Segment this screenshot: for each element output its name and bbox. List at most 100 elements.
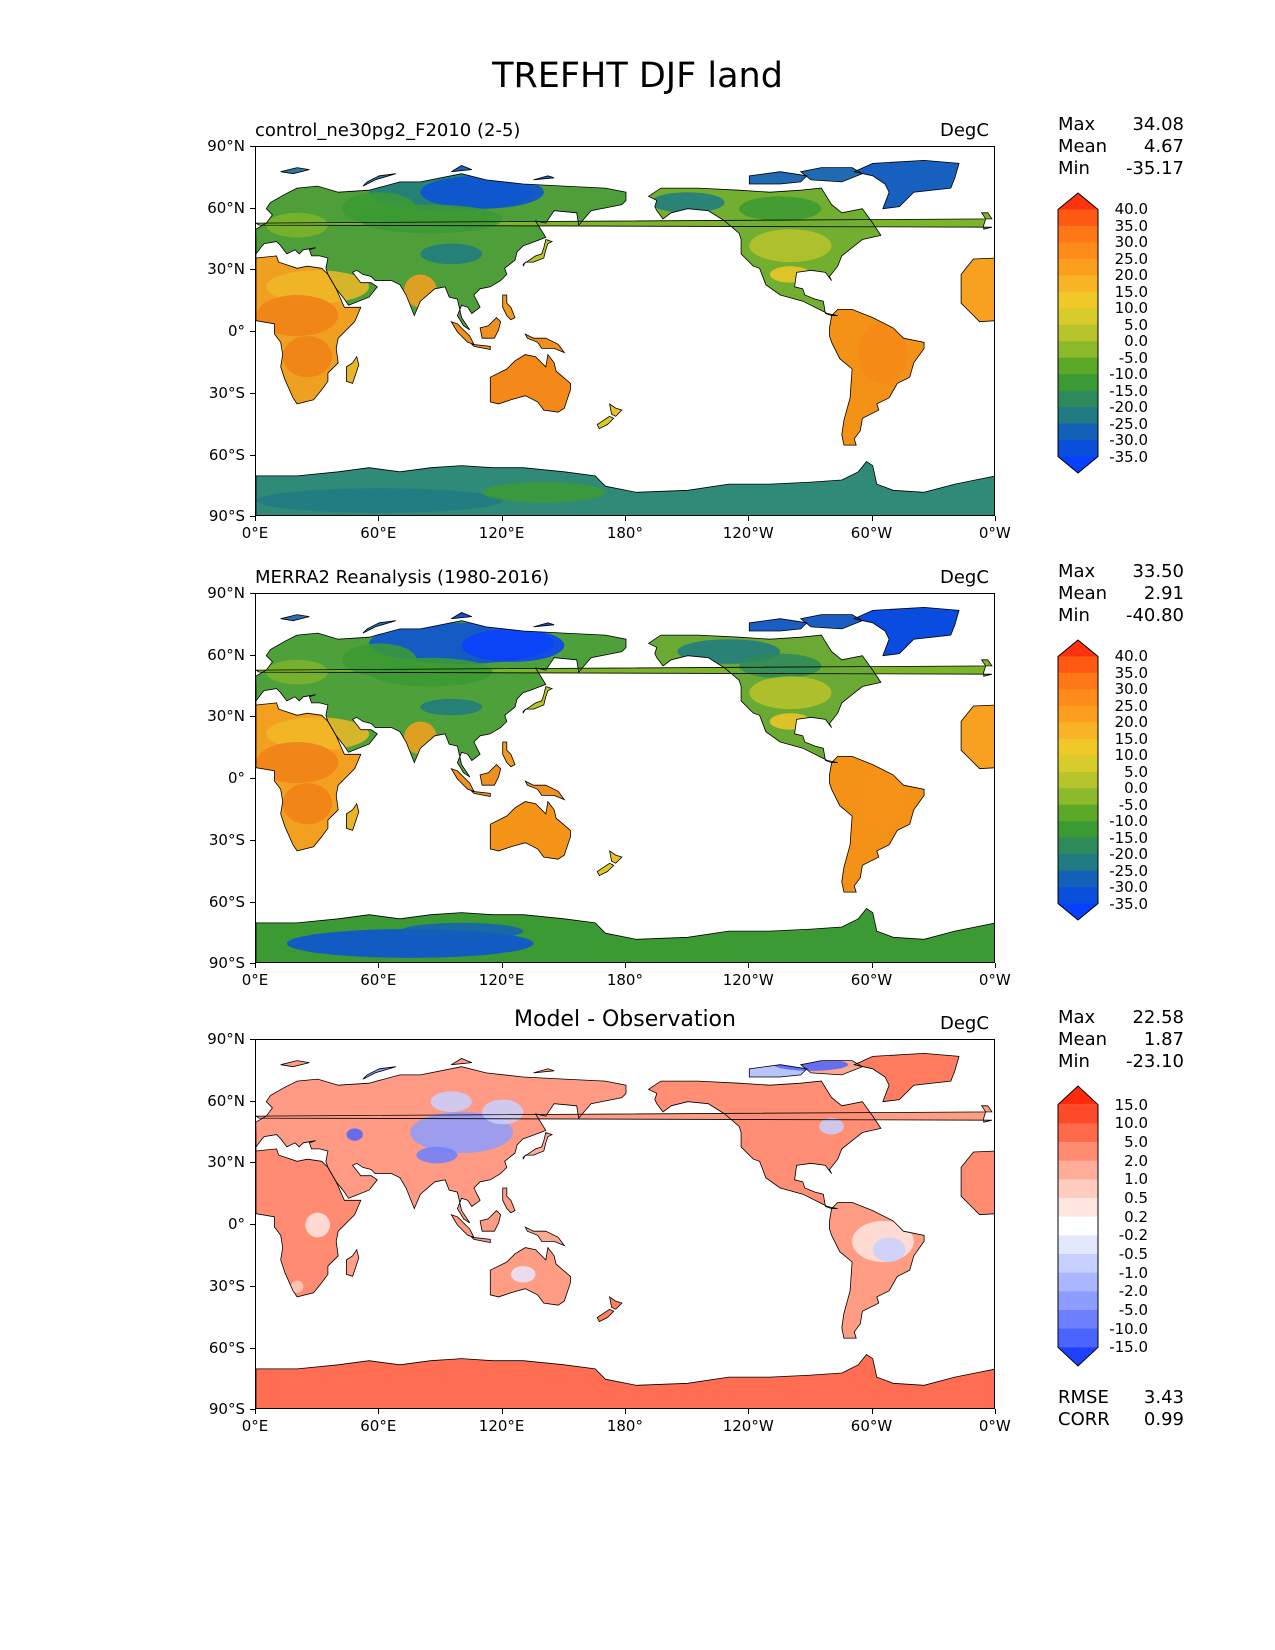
- coastline: [256, 907, 994, 962]
- lat-tick-label: 30°N: [207, 260, 245, 279]
- map-svg: [256, 159, 994, 515]
- lon-tick-mark: [378, 963, 380, 968]
- coastline: [470, 790, 491, 797]
- colorbar-segment: [1058, 1254, 1098, 1274]
- land-australia: [490, 801, 571, 860]
- field-patch: [749, 229, 832, 263]
- field-detail: [256, 622, 908, 958]
- colorbar-segment: [1058, 1216, 1098, 1236]
- land-borneo: [480, 1210, 501, 1232]
- colorbar-label: 15.0: [1114, 282, 1148, 301]
- field-patch: [482, 1099, 524, 1125]
- coastline: [470, 1236, 491, 1243]
- map-svg: [256, 606, 994, 962]
- field-patch: [379, 1377, 626, 1402]
- lat-tick-mark: [250, 1409, 255, 1411]
- lat-tick-label: 30°S: [208, 830, 245, 849]
- coastline: [799, 167, 864, 183]
- colorbar-segment: [1058, 407, 1098, 425]
- colorbar-label: 10.0: [1114, 1114, 1148, 1133]
- max-value: 34.08: [1132, 114, 1184, 135]
- lon-tick-mark: [624, 963, 626, 968]
- map-svg: [256, 1052, 994, 1408]
- colorbar-segment: [1058, 440, 1098, 458]
- coastline: [479, 764, 502, 786]
- rmse-label: RMSE: [1058, 1387, 1109, 1408]
- lon-tick-label: 120°W: [722, 971, 774, 989]
- colorbar-segment: [1058, 1272, 1098, 1292]
- land-sumatra: [451, 1214, 474, 1238]
- coastline: [596, 1308, 615, 1323]
- colorbar-label: -20.0: [1109, 845, 1148, 864]
- coastline: [280, 167, 310, 175]
- min-value: -35.17: [1125, 158, 1184, 179]
- lon-tick-label: 0°E: [241, 1417, 269, 1435]
- colorbar-segment: [1058, 821, 1098, 839]
- colorbar-segment: [1058, 1310, 1098, 1330]
- colorbar-label: 25.0: [1114, 696, 1148, 715]
- min-label: Min: [1058, 605, 1090, 626]
- coastline: [748, 1064, 808, 1078]
- field-patch: [346, 1128, 363, 1141]
- lat-tick-mark: [250, 1100, 255, 1102]
- field-patch: [282, 336, 333, 378]
- mean-label: Mean: [1058, 583, 1108, 604]
- colorbar-segment: [1058, 324, 1098, 342]
- colorbar-segment: [1058, 1086, 1098, 1105]
- lon-tick-label: 180°: [606, 524, 643, 542]
- lat-tick-mark: [250, 1285, 255, 1287]
- coastline: [748, 171, 808, 185]
- colorbar-segment: [1058, 1142, 1098, 1162]
- colorbar-label: 15.0: [1114, 729, 1148, 748]
- colorbar-outline: [1057, 639, 1099, 921]
- land-svalbard: [280, 1060, 310, 1067]
- lon-tick-mark: [501, 963, 503, 968]
- field-patch: [482, 482, 606, 503]
- field-patch: [266, 717, 370, 751]
- field-patch: [420, 175, 544, 209]
- land-africaWest: [961, 258, 994, 322]
- lat-tick-mark: [250, 654, 255, 656]
- coastline: [647, 187, 882, 316]
- coastline: [596, 415, 615, 430]
- coastline: [256, 659, 993, 677]
- land-java: [471, 1237, 491, 1243]
- land-northamerica: [648, 1081, 881, 1209]
- colorbar-segment: [1058, 390, 1098, 408]
- coastline: [533, 622, 555, 628]
- lon-tick-mark: [871, 963, 873, 968]
- lat-tick-label: 60°N: [207, 645, 245, 664]
- colorbar-segment: [1058, 771, 1098, 789]
- colorbar-label: -2.0: [1118, 1282, 1148, 1301]
- mean-label: Mean: [1058, 136, 1108, 157]
- colorbar-segment: [1058, 357, 1098, 375]
- lat-tick-label: 60°S: [208, 1338, 245, 1357]
- land-madagascar: [346, 356, 359, 384]
- lon-tick-mark: [255, 516, 256, 521]
- mean-value: 2.91: [1143, 583, 1184, 604]
- coastline: [748, 618, 808, 632]
- field-patch: [650, 192, 725, 213]
- lon-tick-label: 120°E: [478, 524, 525, 542]
- lon-tick-mark: [748, 1409, 750, 1414]
- land-australia: [490, 354, 571, 413]
- colorbar-label: 0.0: [1124, 779, 1148, 798]
- coastline: [346, 802, 360, 831]
- panel-title: MERRA2 Reanalysis (1980-2016): [255, 567, 550, 588]
- land-sumatra: [451, 321, 474, 345]
- coastline: [960, 704, 994, 770]
- lat-tick-label: 0°: [227, 322, 245, 341]
- land-arctic1: [749, 618, 807, 631]
- field-patch: [420, 243, 483, 265]
- lon-tick-label: 180°: [606, 971, 643, 989]
- coastline: [960, 257, 994, 323]
- colorbar-label: -35.0: [1109, 447, 1148, 466]
- lat-tick-label: 90°N: [207, 137, 245, 155]
- lat-tick-label: 60°N: [207, 1091, 245, 1110]
- colorbar-segment: [1058, 225, 1098, 243]
- coastline: [502, 294, 516, 321]
- land-greenland: [854, 160, 959, 209]
- land-greenland: [854, 607, 959, 656]
- lon-tick-mark: [871, 1409, 873, 1414]
- coastline: [852, 1052, 960, 1103]
